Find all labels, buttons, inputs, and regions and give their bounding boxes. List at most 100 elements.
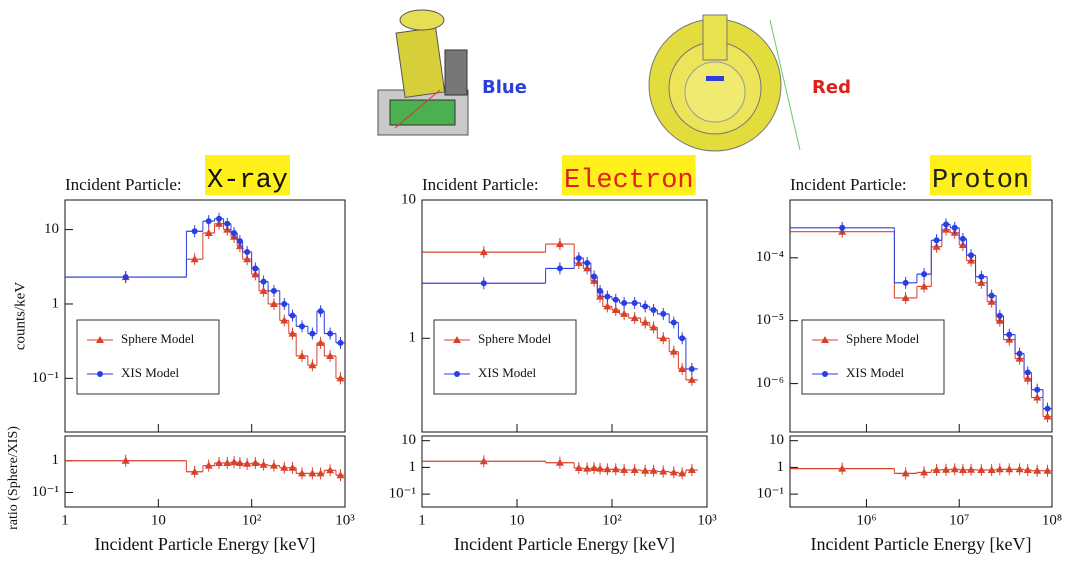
marker	[651, 307, 657, 313]
legend-label: Sphere Model	[478, 331, 552, 346]
x-tick-label: 10²	[242, 512, 262, 528]
x-axis-label: Incident Particle Energy [keV]	[94, 534, 315, 554]
marker	[604, 294, 610, 300]
marker	[337, 340, 343, 346]
y-tick-label: 10⁻¹	[32, 484, 59, 500]
x-tick-label: 10⁸	[1042, 512, 1062, 528]
marker	[642, 303, 648, 309]
marker	[591, 273, 597, 279]
x-axis-label: Incident Particle Energy [keV]	[810, 534, 1031, 554]
x-tick-label: 10⁷	[949, 512, 969, 528]
y-tick-label: 10⁻⁵	[756, 312, 784, 328]
plot-frame	[790, 200, 1052, 432]
x-tick-label: 1	[418, 512, 426, 528]
marker	[576, 255, 582, 261]
marker	[671, 320, 677, 326]
panel-subtitle: Proton	[932, 166, 1029, 196]
x-tick-label: 10³	[697, 512, 717, 528]
marker	[318, 308, 324, 314]
panel-title: Incident Particle:	[790, 175, 907, 194]
marker	[989, 293, 995, 299]
marker	[660, 311, 666, 317]
sphere-image	[649, 15, 800, 151]
marker	[1006, 332, 1012, 338]
red-label: Red	[812, 77, 851, 98]
marker	[903, 280, 909, 286]
marker	[244, 249, 250, 255]
panel-title: Incident Particle:	[422, 175, 539, 194]
legend-marker	[822, 371, 828, 377]
panel-title: Incident Particle:	[65, 175, 182, 194]
marker	[1045, 406, 1051, 412]
marker	[1017, 351, 1023, 357]
y-tick-label: 10	[44, 221, 59, 237]
y-tick-label: 1	[409, 459, 417, 475]
y-tick-label: 10⁻¹	[389, 486, 416, 502]
legend-label: XIS Model	[846, 365, 905, 380]
legend-marker	[454, 371, 460, 377]
y-tick-label: 1	[409, 330, 417, 346]
y-tick-label: 10	[769, 432, 784, 448]
marker	[261, 279, 267, 285]
x-tick-label: 10²	[602, 512, 622, 528]
marker	[613, 297, 619, 303]
marker	[621, 300, 627, 306]
y-tick-label: 1	[777, 459, 785, 475]
x-tick-label: 10³	[335, 512, 355, 528]
marker	[327, 331, 333, 337]
marker	[123, 274, 129, 280]
marker	[689, 366, 695, 372]
ratio-axis-label: ratio (Sphere/XIS)	[6, 426, 21, 530]
marker	[281, 301, 287, 307]
y-tick-label: 10⁻⁴	[756, 249, 784, 265]
marker	[921, 271, 927, 277]
marker	[584, 260, 590, 266]
marker	[952, 225, 958, 231]
figure: Blue Red Incident Particle:X-ray10⁻¹110S…	[0, 0, 1066, 563]
plot-frame	[65, 200, 345, 432]
y-tick-label: 10	[401, 191, 416, 207]
x-axis-label: Incident Particle Energy [keV]	[454, 534, 675, 554]
x-tick-label: 10	[151, 512, 166, 528]
marker	[934, 237, 940, 243]
marker	[839, 225, 845, 231]
marker	[271, 288, 277, 294]
panel-subtitle: X-ray	[207, 166, 288, 196]
marker	[597, 288, 603, 294]
y-tick-label: 1	[52, 452, 60, 468]
y-tick-label: 10⁻¹	[757, 486, 784, 502]
marker	[943, 221, 949, 227]
marker	[237, 238, 243, 244]
legend-label: Sphere Model	[846, 331, 920, 346]
marker	[231, 230, 237, 236]
y-axis-label: counts/keV	[12, 282, 28, 350]
marker	[192, 228, 198, 234]
marker	[206, 218, 212, 224]
panel-subtitle: Electron	[564, 166, 694, 196]
legend-label: XIS Model	[478, 365, 537, 380]
blue-label: Blue	[482, 77, 527, 98]
marker	[557, 265, 563, 271]
legend-marker	[97, 371, 103, 377]
marker	[968, 252, 974, 258]
marker	[997, 313, 1003, 319]
legend-label: Sphere Model	[121, 331, 195, 346]
y-tick-label: 10⁻¹	[32, 370, 59, 386]
y-tick-label: 10⁻⁶	[756, 375, 784, 391]
marker	[481, 280, 487, 286]
marker	[1025, 370, 1031, 376]
x-tick-label: 10⁶	[856, 512, 876, 528]
y-tick-label: 1	[52, 295, 60, 311]
marker	[216, 216, 222, 222]
marker	[252, 265, 258, 271]
x-tick-label: 1	[61, 512, 69, 528]
marker	[309, 331, 315, 337]
x-tick-label: 10	[510, 512, 525, 528]
marker	[224, 221, 230, 227]
marker	[960, 236, 966, 242]
marker	[299, 323, 305, 329]
marker	[679, 335, 685, 341]
marker	[978, 274, 984, 280]
marker	[632, 300, 638, 306]
legend-label: XIS Model	[121, 365, 180, 380]
